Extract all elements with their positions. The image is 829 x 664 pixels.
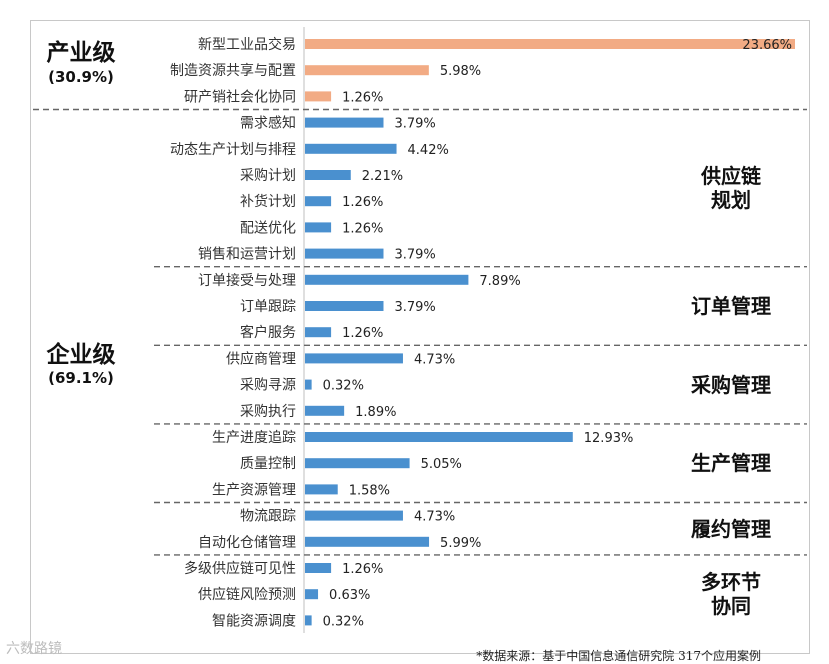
category-label: 智能资源调度 bbox=[212, 613, 296, 629]
bar bbox=[305, 536, 430, 547]
bar bbox=[305, 196, 332, 207]
bar bbox=[305, 510, 403, 521]
value-label: 1.26% bbox=[342, 326, 383, 341]
group-title: 履约管理 bbox=[691, 516, 771, 541]
value-label: 0.32% bbox=[323, 379, 364, 394]
category-label: 采购计划 bbox=[240, 168, 296, 184]
value-label: 5.99% bbox=[440, 536, 481, 551]
value-label: 5.98% bbox=[440, 64, 481, 79]
value-label: 3.79% bbox=[394, 248, 435, 263]
group-title: 多环节 协同 bbox=[701, 570, 761, 619]
bar bbox=[305, 353, 403, 364]
bar bbox=[305, 615, 312, 626]
value-label: 1.26% bbox=[342, 90, 383, 105]
value-label: 4.42% bbox=[408, 143, 449, 158]
watermark: 六数路镜 bbox=[6, 641, 62, 657]
group-title: 供应链 规划 bbox=[701, 164, 761, 213]
category-label: 客户服务 bbox=[240, 324, 296, 341]
value-label: 0.32% bbox=[323, 614, 364, 629]
category-label: 补货计划 bbox=[240, 193, 296, 210]
value-label: 1.26% bbox=[342, 195, 383, 210]
category-label: 多级供应链可见性 bbox=[184, 560, 296, 577]
bar bbox=[305, 222, 332, 233]
value-label: 3.79% bbox=[394, 300, 435, 315]
bar bbox=[305, 65, 429, 76]
value-label: 1.58% bbox=[349, 483, 390, 498]
level-title: 产业级 (30.9%) bbox=[46, 40, 116, 86]
value-label: 2.21% bbox=[362, 169, 403, 184]
group-title: 订单管理 bbox=[691, 294, 771, 318]
level-title: 企业级 (69.1%) bbox=[46, 341, 116, 388]
bar bbox=[305, 405, 345, 416]
bar bbox=[305, 91, 332, 102]
bar bbox=[305, 327, 332, 338]
category-label: 自动化仓储管理 bbox=[198, 535, 296, 551]
bar bbox=[305, 301, 384, 311]
bar bbox=[305, 117, 384, 128]
category-label: 供应链风险预测 bbox=[198, 586, 296, 603]
category-label: 订单跟踪 bbox=[240, 299, 296, 315]
category-label: 采购寻源 bbox=[240, 378, 296, 394]
category-label: 供应商管理 bbox=[226, 350, 296, 367]
bar bbox=[305, 589, 319, 600]
bar bbox=[305, 432, 573, 442]
group-title: 采购管理 bbox=[691, 372, 771, 397]
bar bbox=[305, 274, 469, 285]
value-label: 1.26% bbox=[342, 562, 383, 577]
category-label: 新型工业品交易 bbox=[198, 36, 296, 53]
bar bbox=[305, 379, 312, 390]
category-label: 订单接受与处理 bbox=[198, 272, 296, 289]
category-label: 研产销社会化协同 bbox=[184, 89, 296, 105]
value-label: 7.89% bbox=[479, 274, 520, 289]
group-title: 生产管理 bbox=[691, 451, 771, 476]
bar bbox=[305, 563, 332, 573]
category-label: 需求感知 bbox=[240, 115, 296, 132]
bar bbox=[305, 248, 384, 259]
value-label: 4.73% bbox=[414, 510, 455, 525]
bar bbox=[305, 484, 338, 495]
source-note: *数据来源：基于中国信息通信研究院 317个应用案例 bbox=[476, 649, 761, 663]
category-label: 配送优化 bbox=[240, 220, 296, 236]
category-label: 制造资源共享与配置 bbox=[170, 62, 296, 79]
category-label: 物流跟踪 bbox=[240, 509, 296, 525]
chart-frame: 新型工业品交易 23.66% 制造资源共享与配置 5.98% 研产销社会化协同 1.26%… bbox=[30, 20, 810, 663]
value-label: 4.73% bbox=[414, 352, 455, 367]
category-label: 质量控制 bbox=[240, 456, 296, 472]
category-label: 动态生产计划与排程 bbox=[170, 142, 296, 158]
value-label: 5.05% bbox=[421, 457, 462, 472]
value-label: 1.89% bbox=[355, 405, 396, 420]
category-label: 采购执行 bbox=[240, 404, 296, 420]
value-label: 0.63% bbox=[329, 588, 370, 603]
bar bbox=[305, 39, 795, 49]
value-label: 1.26% bbox=[342, 221, 383, 236]
bar bbox=[305, 143, 397, 154]
category-label: 销售和运营计划 bbox=[198, 247, 296, 263]
bar bbox=[305, 170, 351, 180]
category-label: 生产进度追踪 bbox=[212, 430, 296, 446]
bar-chart: 新型工业品交易 23.66% 制造资源共享与配置 5.98% 研产销社会化协同 1.26%… bbox=[33, 27, 807, 633]
value-label: 12.93% bbox=[584, 431, 634, 446]
category-label: 生产资源管理 bbox=[212, 482, 296, 498]
value-label: 23.66% bbox=[742, 38, 792, 53]
bar bbox=[305, 458, 410, 469]
value-label: 3.79% bbox=[394, 117, 435, 132]
